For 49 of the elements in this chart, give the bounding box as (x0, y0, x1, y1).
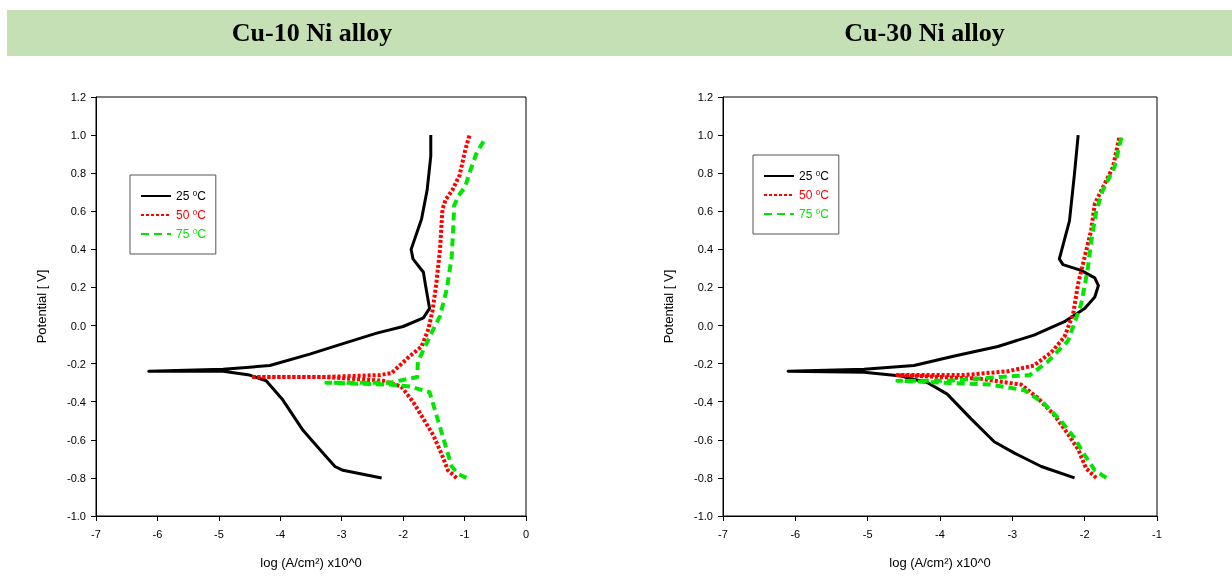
y-tick-label: 0.4 (697, 243, 713, 256)
x-tick-label: -1 (1152, 527, 1162, 540)
y-tick-label: 0.6 (70, 205, 86, 218)
y-tick-label: -0.4 (67, 395, 86, 408)
chart-title: Cu-30 Ni alloy (617, 10, 1232, 56)
y-tick-label: -0.6 (694, 433, 713, 446)
y-tick-label: 1.0 (697, 129, 713, 142)
x-tick-label: -6 (790, 527, 801, 540)
line-series (147, 133, 433, 480)
y-tick-label: 0.0 (697, 319, 713, 332)
x-tick-label: -5 (213, 527, 224, 540)
x-axis-title: log (A/cm²) x10^0 (889, 555, 991, 570)
y-tick-label: 0.8 (697, 167, 713, 180)
y-axis-title: Potential [ V] (661, 269, 676, 344)
y-tick-label: -0.8 (694, 471, 713, 484)
x-tick-label: -2 (1079, 527, 1090, 540)
x-tick-label: -4 (275, 527, 286, 540)
y-tick-label: 1.2 (70, 91, 86, 103)
y-tick-label: 0.4 (70, 243, 86, 256)
y-tick-label: -0.4 (694, 395, 713, 408)
x-tick-label: -5 (862, 527, 873, 540)
line-series (786, 133, 1100, 480)
x-tick-label: -3 (336, 527, 347, 540)
y-tick-label: 0.2 (70, 281, 86, 294)
y-tick-label: -0.2 (694, 357, 713, 370)
x-tick-label: -2 (398, 527, 409, 540)
x-tick-label: -1 (459, 527, 470, 540)
x-tick-label: -3 (1007, 527, 1018, 540)
y-tick-label: -0.2 (67, 357, 86, 370)
y-tick-label: -1.0 (694, 510, 713, 522)
y-tick-label: 0.6 (697, 205, 713, 218)
x-tick-label: -7 (91, 527, 101, 540)
y-tick-label: 0.8 (70, 167, 86, 180)
x-tick-label: 0 (522, 527, 530, 540)
chart-title: Cu-10 Ni alloy (7, 10, 617, 56)
y-tick-label: 1.2 (697, 91, 713, 103)
x-tick-label: -6 (152, 527, 163, 540)
y-tick-label: 0.0 (70, 319, 86, 332)
y-tick-label: -1.0 (67, 510, 86, 522)
y-axis-title: Potential [ V] (34, 269, 49, 344)
x-axis-title: log (A/cm²) x10^0 (260, 555, 362, 570)
y-tick-label: -0.8 (67, 471, 86, 484)
y-tick-label: 0.2 (697, 281, 713, 294)
line-series (324, 138, 486, 480)
x-tick-label: -7 (718, 527, 728, 540)
y-tick-label: 1.0 (70, 129, 86, 142)
y-tick-label: -0.6 (67, 433, 86, 446)
x-tick-label: -4 (935, 527, 945, 540)
line-series (249, 133, 472, 480)
